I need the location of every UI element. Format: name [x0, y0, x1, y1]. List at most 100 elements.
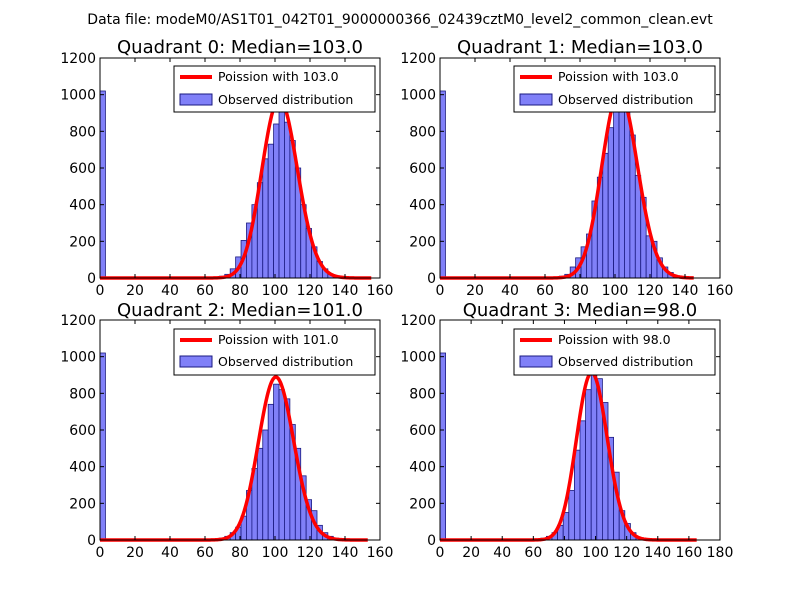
x-tick-label: 60 [196, 545, 214, 561]
plot-area-q3: 0 20 40 60 80 100 120 140 160 180 0 200 400 600 800 100… [400, 313, 733, 561]
y-tick-label: 600 [409, 423, 436, 439]
y-tick-label: 400 [69, 198, 96, 214]
x-tick-label: 160 [676, 545, 703, 561]
panel-quadrant-0: Quadrant 0: Median=103.0 0 20 40 60 80 100 120… [60, 37, 393, 299]
y-tick-label: 600 [69, 423, 96, 439]
y-tick-label: 1000 [400, 350, 436, 366]
x-tick-label: 0 [96, 283, 105, 299]
x-tick-label: 140 [332, 283, 359, 299]
plot-area-q2: 0 20 40 60 80 100 120 140 160 0 200 400 600 800 1000 12… [60, 313, 393, 561]
x-tick-label: 0 [96, 545, 105, 561]
x-tick-label: 160 [707, 283, 734, 299]
y-tick-label: 600 [409, 161, 436, 177]
y-tick-label: 800 [409, 124, 436, 140]
legend-label-poisson-q2: Poission with 101.0 [218, 332, 339, 347]
y-tick-label: 0 [427, 271, 436, 287]
figure-title: Data file: modeM0/AS1T01_042T01_90000003… [87, 12, 713, 28]
histogram-bar [267, 143, 275, 279]
y-tick-label: 200 [69, 496, 96, 512]
histogram-bar [607, 127, 614, 279]
histogram-bar [256, 447, 264, 541]
y-tick-label: 1000 [60, 88, 96, 104]
panel-title-q3: Quadrant 3: Median=98.0 [463, 300, 698, 321]
y-tick-label: 400 [409, 198, 436, 214]
x-tick-label: 140 [332, 545, 359, 561]
x-tick-label: 80 [571, 283, 589, 299]
x-tick-label: 60 [536, 283, 554, 299]
histogram-bar [602, 152, 609, 279]
x-tick-label: 100 [602, 283, 629, 299]
legend-label-observed-q0: Observed distribution [218, 92, 353, 107]
y-tick-label: 200 [409, 234, 436, 250]
panel-title-q1: Quadrant 1: Median=103.0 [457, 37, 703, 58]
legend-patch-icon [519, 93, 553, 106]
x-tick-label: 120 [613, 545, 640, 561]
panel-quadrant-3: Quadrant 3: Median=98.0 0 20 40 60 80 100 120 1… [400, 300, 733, 561]
panel-title-q2: Quadrant 2: Median=101.0 [117, 300, 363, 321]
y-tick-label: 200 [69, 234, 96, 250]
x-tick-label: 80 [231, 545, 249, 561]
legend-label-poisson-q3: Poission with 98.0 [558, 332, 671, 347]
x-tick-label: 60 [196, 283, 214, 299]
y-tick-label: 0 [87, 533, 96, 549]
histogram-bar [579, 420, 586, 541]
y-tick-label: 1200 [400, 51, 436, 67]
x-tick-label: 80 [556, 545, 574, 561]
x-tick-label: 40 [493, 545, 511, 561]
y-tick-label: 0 [427, 533, 436, 549]
x-tick-label: 140 [644, 545, 671, 561]
histogram-bars [99, 352, 340, 541]
histogram-bar [284, 121, 291, 279]
histogram-bar [278, 389, 285, 541]
x-tick-label: 0 [436, 545, 445, 561]
histogram-bar [624, 110, 631, 279]
panel-title-q0: Quadrant 0: Median=103.0 [117, 37, 363, 58]
plot-area-q0: 0 20 40 60 80 100 120 140 160 0 200 400 600 800 1000 12… [60, 51, 393, 299]
histogram-bars [439, 352, 642, 541]
x-tick-label: 120 [637, 283, 664, 299]
poisson-curve [439, 90, 695, 280]
poisson-curve [99, 97, 373, 280]
histogram-bar [99, 352, 106, 541]
y-tick-label: 400 [409, 460, 436, 476]
x-tick-label: 100 [262, 545, 289, 561]
x-tick-label: 40 [161, 545, 179, 561]
histogram-bar [273, 123, 280, 279]
legend-patch-icon [179, 355, 213, 368]
x-tick-label: 40 [161, 283, 179, 299]
y-tick-label: 200 [409, 496, 436, 512]
y-tick-label: 1000 [60, 350, 96, 366]
x-tick-label: 100 [262, 283, 289, 299]
histogram-bar [585, 389, 592, 541]
legend-label-observed-q2: Observed distribution [218, 354, 353, 369]
histogram-bar [574, 449, 581, 541]
x-tick-label: 160 [367, 283, 394, 299]
x-tick-label: 120 [297, 283, 324, 299]
legend-label-observed-q1: Observed distribution [558, 92, 693, 107]
legend-label-poisson-q1: Poission with 103.0 [558, 69, 679, 84]
y-tick-label: 1200 [60, 51, 96, 67]
x-tick-label: 140 [672, 283, 699, 299]
histogram-bar [613, 108, 620, 279]
poisson-curve [99, 375, 369, 542]
legend-label-observed-q3: Observed distribution [558, 354, 693, 369]
x-tick-label: 180 [707, 545, 734, 561]
y-tick-label: 1000 [400, 88, 436, 104]
histogram-bars [99, 90, 340, 279]
y-tick-label: 1200 [400, 313, 436, 329]
y-tick-label: 0 [87, 271, 96, 287]
histogram-bar [562, 512, 570, 541]
histogram-bar [262, 158, 269, 279]
histogram-bar [439, 352, 446, 541]
y-tick-label: 600 [69, 161, 96, 177]
histogram-bar [99, 90, 106, 279]
x-tick-label: 20 [126, 545, 144, 561]
histogram-bar [618, 97, 625, 279]
x-tick-label: 20 [462, 545, 480, 561]
legend-patch-icon [179, 93, 213, 106]
histogram-bar [278, 101, 285, 279]
y-tick-label: 800 [69, 386, 96, 402]
histogram-bar [590, 374, 598, 541]
x-tick-label: 160 [367, 545, 394, 561]
